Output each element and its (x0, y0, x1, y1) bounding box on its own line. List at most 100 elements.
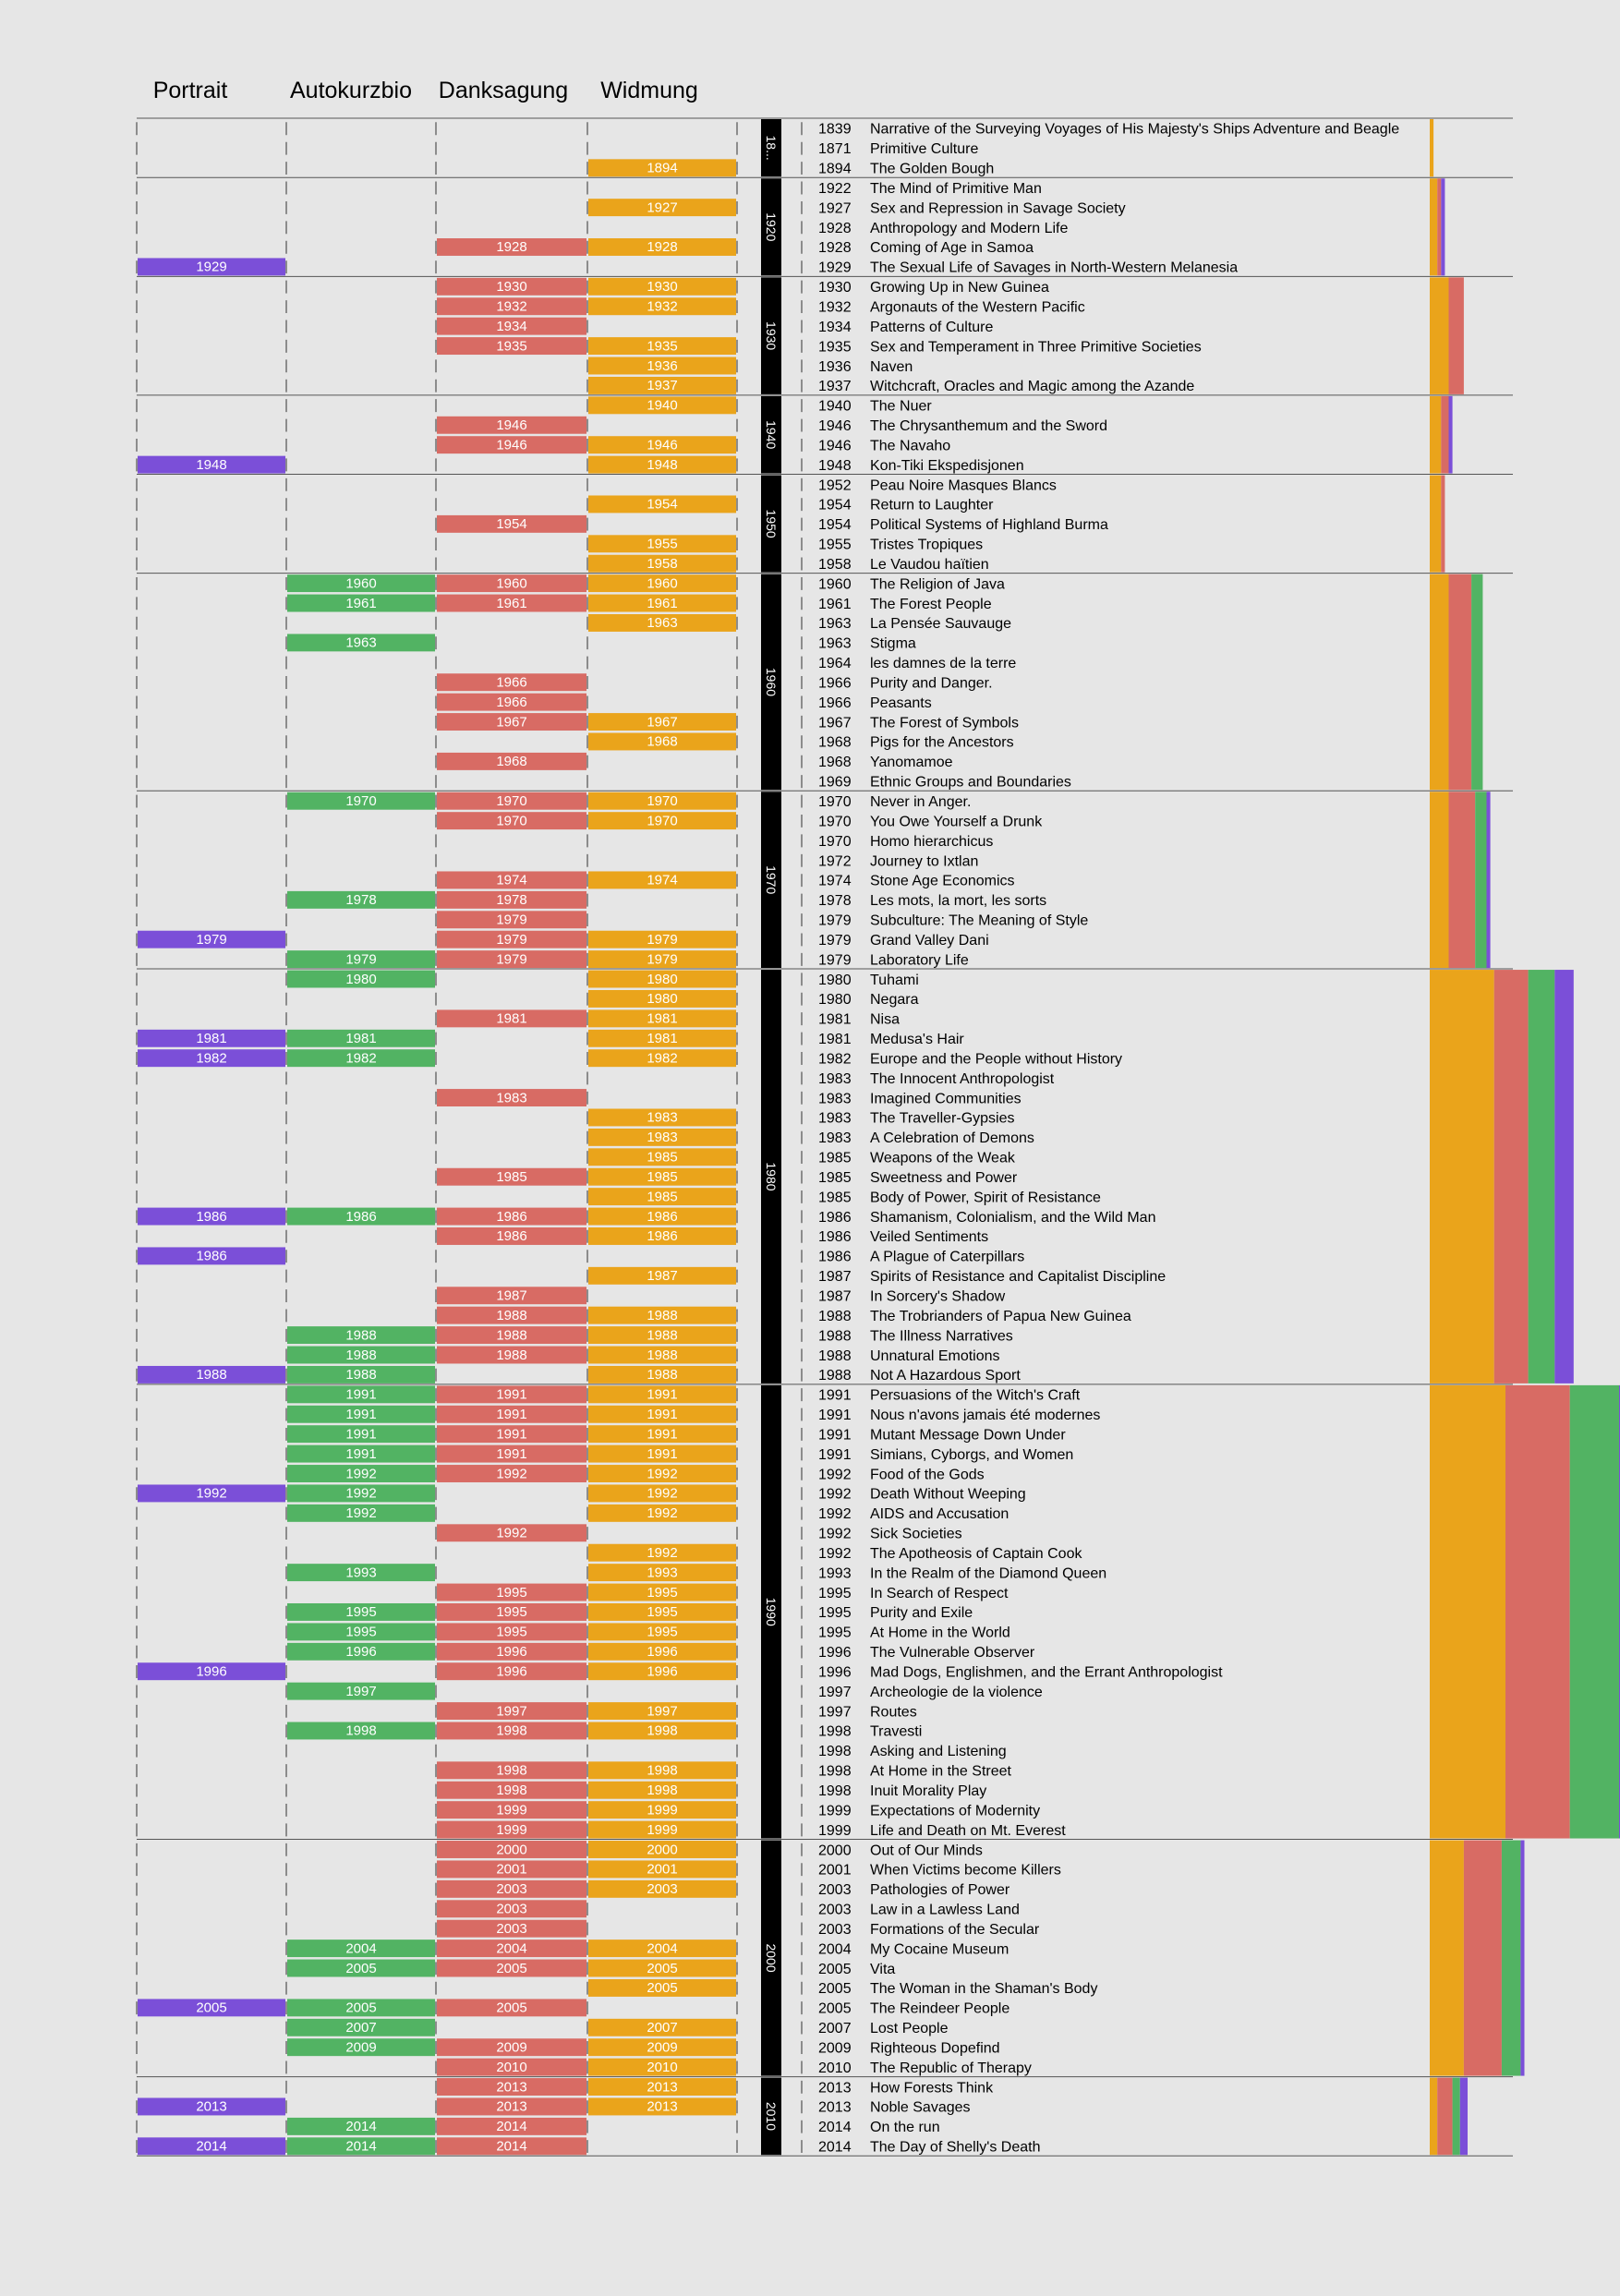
cell-danksagung (437, 1801, 586, 1819)
cell-year-label: 1928 (496, 239, 526, 255)
cell-year-label: 1996 (196, 1663, 226, 1679)
cell-autokurzbio (287, 594, 435, 612)
book-year: 1970 (818, 814, 852, 829)
cell-danksagung (437, 1444, 586, 1463)
decade-summary-danksagung (1505, 1384, 1570, 1839)
book-year: 1940 (818, 399, 852, 415)
cell-danksagung (437, 594, 586, 612)
cell-danksagung (437, 673, 586, 692)
cell-year-label: 1995 (647, 1604, 677, 1620)
book-title: On the run (870, 2120, 940, 2135)
book-title: Ethnic Groups and Boundaries (870, 775, 1071, 791)
cell-widmung (588, 1781, 736, 1799)
book-title: Naven (870, 359, 913, 375)
cell-widmung (588, 1959, 736, 1977)
decade-summary-autokurzbio (1452, 2077, 1460, 2156)
decade-label: 1930 (764, 321, 779, 350)
book-title: When Victims become Killers (870, 1863, 1061, 1879)
cell-year-label: 1960 (345, 575, 376, 591)
book-year: 1998 (818, 1744, 852, 1759)
cell-danksagung (437, 277, 586, 296)
cell-autokurzbio (287, 1722, 435, 1740)
book-year: 2003 (818, 1882, 852, 1898)
cell-widmung (588, 1879, 736, 1898)
book-title: Lost People (870, 2021, 949, 2036)
cell-danksagung (437, 1524, 586, 1542)
cell-year-label: 1894 (647, 161, 677, 176)
book-year: 2003 (818, 1903, 852, 1918)
cell-year-label: 1996 (345, 1644, 376, 1660)
cell-year-label: 2013 (496, 2079, 526, 2095)
book-year: 1996 (818, 1645, 852, 1661)
cell-year-label: 1995 (345, 1625, 376, 1640)
column-header-danksagung: Danksagung (439, 78, 568, 103)
cell-autokurzbio (287, 1029, 435, 1047)
book-title: Archeologie de la violence (870, 1685, 1043, 1700)
decade-summary-portrait (1520, 1840, 1525, 2076)
cell-danksagung (437, 1940, 586, 1958)
cell-year-label: 1991 (647, 1387, 677, 1403)
cell-danksagung (437, 337, 586, 356)
book-year: 2007 (818, 2021, 852, 2036)
cell-year-label: 1988 (496, 1327, 526, 1343)
cell-year-label: 1988 (496, 1308, 526, 1323)
book-year: 1995 (818, 1625, 852, 1641)
cell-danksagung (437, 1227, 586, 1245)
cell-year-label: 2005 (647, 1961, 677, 1976)
cell-autokurzbio (287, 1385, 435, 1404)
cell-year-label: 1997 (647, 1703, 677, 1719)
decade-bar (761, 395, 781, 474)
cell-danksagung (437, 1781, 586, 1799)
book-title: Asking and Listening (870, 1744, 1007, 1759)
cell-portrait (138, 2137, 285, 2156)
cell-year-label: 1988 (345, 1327, 376, 1343)
cell-year-label: 1948 (196, 457, 226, 473)
book-title: The Mind of Primitive Man (870, 181, 1042, 197)
book-title: The Illness Narratives (870, 1328, 1013, 1344)
cell-autokurzbio (287, 970, 435, 988)
book-title: Death Without Weeping (870, 1487, 1026, 1503)
book-title: les damnes de la terre (870, 656, 1016, 671)
cell-autokurzbio (287, 950, 435, 969)
decade-label: 18... (764, 136, 779, 161)
cell-year-label: 1929 (196, 260, 226, 275)
book-year: 1991 (818, 1408, 852, 1423)
book-year: 1946 (818, 418, 852, 434)
book-year: 1979 (818, 952, 852, 968)
book-year: 2001 (818, 1863, 852, 1879)
cell-year-label: 2000 (496, 1842, 526, 1857)
book-year: 1969 (818, 775, 852, 791)
cell-widmung (588, 732, 736, 751)
cell-year-label: 1948 (647, 457, 677, 473)
cell-year-label: 1998 (496, 1763, 526, 1779)
decade-summary-widmung (1430, 970, 1494, 1384)
book-title: Out of Our Minds (870, 1843, 983, 1858)
cell-year-label: 1936 (647, 358, 677, 374)
decade-dividers (137, 117, 1513, 2157)
cell-year-label: 1983 (647, 1130, 677, 1145)
cell-portrait (138, 1029, 285, 1047)
cell-year-label: 1992 (345, 1486, 376, 1502)
book-title: The Reindeer People (870, 2001, 1009, 2017)
cell-year-label: 1999 (496, 1822, 526, 1838)
cell-widmung (588, 930, 736, 949)
cell-widmung (588, 1207, 736, 1226)
cell-widmung (588, 2038, 736, 2057)
cell-year-label: 1983 (647, 1110, 677, 1126)
book-year: 1985 (818, 1151, 852, 1166)
book-year: 1986 (818, 1229, 852, 1245)
cell-year-label: 1980 (647, 991, 677, 1007)
cell-danksagung (437, 752, 586, 770)
cell-year-label: 1970 (647, 793, 677, 809)
book-year: 1968 (818, 735, 852, 751)
cell-danksagung (437, 1623, 586, 1641)
cell-widmung (588, 1365, 736, 1384)
cell-widmung (588, 1543, 736, 1562)
cell-danksagung (437, 911, 586, 929)
book-title: Veiled Sentiments (870, 1229, 988, 1245)
cell-widmung (588, 2097, 736, 2116)
book-year: 1954 (818, 498, 852, 514)
book-year: 1964 (818, 656, 852, 671)
book-year: 1922 (818, 181, 852, 197)
cell-year-label: 1995 (647, 1585, 677, 1601)
